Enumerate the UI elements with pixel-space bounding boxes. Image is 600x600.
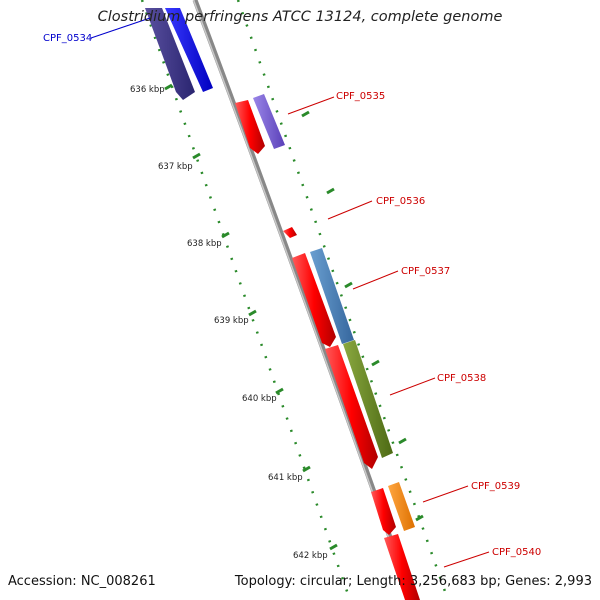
gene-label-cpf-0536[interactable]: CPF_0536 xyxy=(376,196,425,207)
kbp-label-636: 636 kbp xyxy=(130,85,165,95)
gene-cpf-0539-orange[interactable] xyxy=(388,482,415,531)
gene-cpf-0537-steel[interactable] xyxy=(310,248,354,344)
gene-cpf-0535-purple[interactable] xyxy=(253,94,285,149)
gene-cpf-0538-olive[interactable] xyxy=(343,340,393,458)
topology-text: Topology: circular; Length: 3,256,683 bp… xyxy=(234,574,592,589)
gene-label-cpf-0535[interactable]: CPF_0535 xyxy=(336,91,385,102)
kbp-label-637: 637 kbp xyxy=(158,162,193,172)
gene-cpf-0534-blue[interactable] xyxy=(165,8,213,92)
accession-text: Accession: NC_008261 xyxy=(8,574,156,589)
kbp-label-642: 642 kbp xyxy=(293,551,328,561)
gene-label-cpf-0540[interactable]: CPF_0540 xyxy=(492,547,541,558)
kbp-label-640: 640 kbp xyxy=(242,394,277,404)
gene-label-cpf-0539[interactable]: CPF_0539 xyxy=(471,481,520,492)
gene-label-cpf-0534[interactable]: CPF_0534 xyxy=(43,33,92,44)
gene-cpf-0534-navy[interactable] xyxy=(145,8,195,100)
gene-label-cpf-0537[interactable]: CPF_0537 xyxy=(401,266,450,277)
gene-cpf-0535-red[interactable] xyxy=(235,100,265,154)
gene-cpf-0537-red[interactable] xyxy=(292,253,336,347)
kbp-label-639: 639 kbp xyxy=(214,316,249,326)
outer-tick-track xyxy=(236,0,450,600)
gene-cpf-0539-red[interactable] xyxy=(371,488,396,535)
gene-cpf-0540-red[interactable] xyxy=(384,534,420,600)
genome-title: Clostridium perfringens ATCC 13124, comp… xyxy=(97,9,503,25)
kbp-label-638: 638 kbp xyxy=(187,239,222,249)
kbp-label-641: 641 kbp xyxy=(268,473,303,483)
gene-label-cpf-0538[interactable]: CPF_0538 xyxy=(437,373,486,384)
kbp-tick-marks xyxy=(164,83,424,551)
inner-tick-track xyxy=(140,0,352,600)
gene-cpf-0538-red[interactable] xyxy=(325,345,378,469)
leader-lines xyxy=(90,17,490,568)
gene-cpf-0536-red[interactable] xyxy=(283,227,297,238)
